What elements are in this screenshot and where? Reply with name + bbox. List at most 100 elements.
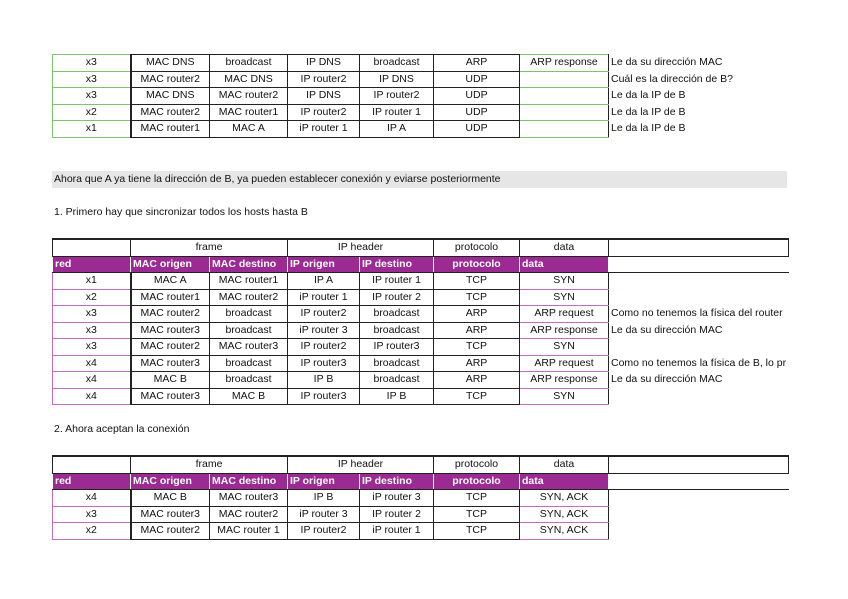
cell-mac-destino[interactable]: MAC router3	[209, 489, 288, 507]
blank-cell[interactable]	[608, 455, 789, 474]
cell-protocolo[interactable]: TCP	[433, 387, 520, 405]
cell-ip-destino[interactable]: broadcast	[359, 371, 434, 389]
cell-red[interactable]: x1	[52, 272, 132, 290]
cell-mac-origen[interactable]: MAC router1	[130, 288, 210, 306]
cell-ip-origen[interactable]: IP router2	[287, 103, 360, 121]
cell-data[interactable]: ARP response	[519, 321, 609, 339]
header-ip-destino[interactable]: IP destino	[359, 472, 434, 490]
cell-red[interactable]: x2	[52, 288, 132, 306]
cell-mac-destino[interactable]: broadcast	[209, 371, 288, 389]
header-mac-destino[interactable]: MAC destino	[209, 472, 288, 490]
cell-note[interactable]	[609, 273, 789, 290]
cell-mac-origen[interactable]: MAC router3	[130, 321, 210, 339]
cell-note[interactable]	[609, 506, 789, 523]
cell-protocolo[interactable]: UDP	[433, 70, 520, 88]
cell-data[interactable]: SYN, ACK	[519, 489, 609, 507]
cell-ip-destino[interactable]: IP B	[359, 387, 434, 405]
header-data[interactable]: data	[519, 255, 609, 273]
cell-mac-destino[interactable]: broadcast	[209, 305, 288, 323]
cell-red[interactable]: x3	[52, 305, 132, 323]
cell-mac-origen[interactable]: MAC router3	[130, 387, 210, 405]
cell-data[interactable]: ARP response	[519, 54, 609, 72]
cell-note[interactable]	[609, 388, 789, 405]
cell-mac-origen[interactable]: MAC DNS	[130, 87, 210, 105]
cell-ip-destino[interactable]: broadcast	[359, 321, 434, 339]
cell-red[interactable]: x3	[52, 87, 132, 105]
cell-mac-origen[interactable]: MAC router2	[130, 305, 210, 323]
cell-mac-origen[interactable]: MAC router2	[130, 338, 210, 356]
cell-ip-destino[interactable]: IP router 1	[359, 103, 434, 121]
cell-protocolo[interactable]: UDP	[433, 120, 520, 138]
cell-note[interactable]: Cuál es la dirección de B?	[611, 72, 733, 85]
header-red[interactable]: red	[52, 255, 131, 273]
cell-mac-destino[interactable]: broadcast	[209, 54, 288, 72]
cell-mac-destino[interactable]: MAC router 1	[209, 522, 288, 540]
cell-ip-destino[interactable]: IP router3	[359, 338, 434, 356]
blank-cell[interactable]	[608, 472, 789, 490]
cell-red[interactable]: x4	[52, 354, 132, 372]
cell-mac-destino[interactable]: MAC router1	[209, 272, 288, 290]
cell-red[interactable]: x3	[52, 54, 132, 72]
cell-ip-destino[interactable]: iP router 3	[359, 489, 434, 507]
cell-protocolo[interactable]: ARP	[433, 371, 520, 389]
header-ip-destino[interactable]: IP destino	[359, 255, 434, 273]
cell-mac-origen[interactable]: MAC router2	[130, 103, 210, 121]
cell-note[interactable]: Como no tenemos la física del router	[611, 307, 783, 320]
blank-cell[interactable]	[608, 255, 789, 273]
header-red[interactable]: red	[52, 472, 131, 490]
cell-ip-origen[interactable]: IP B	[287, 371, 360, 389]
header-ip-origen[interactable]: IP origen	[287, 255, 360, 273]
cell-protocolo[interactable]: UDP	[433, 87, 520, 105]
cell-data[interactable]: SYN, ACK	[519, 522, 609, 540]
cell-mac-destino[interactable]: MAC router2	[209, 87, 288, 105]
cell-red[interactable]: x4	[52, 371, 132, 389]
cell-red[interactable]: x3	[52, 321, 132, 339]
cell-mac-origen[interactable]: MAC B	[130, 489, 210, 507]
cell-ip-destino[interactable]: IP DNS	[359, 70, 434, 88]
cell-protocolo[interactable]: UDP	[433, 103, 520, 121]
cell-ip-origen[interactable]: iP router 3	[287, 505, 360, 523]
cell-mac-destino[interactable]: MAC router1	[209, 103, 288, 121]
cell-ip-origen[interactable]: IP B	[287, 489, 360, 507]
cell-data[interactable]: SYN	[519, 272, 609, 290]
group-ip-header[interactable]: IP header	[287, 455, 434, 474]
cell-red[interactable]: x4	[52, 489, 132, 507]
header-ip-origen[interactable]: IP origen	[287, 472, 360, 490]
cell-ip-origen[interactable]: IP router3	[287, 354, 360, 372]
cell-note[interactable]	[609, 490, 789, 507]
cell-ip-origen[interactable]: IP DNS	[287, 87, 360, 105]
cell-note[interactable]	[609, 289, 789, 306]
cell-note[interactable]: Le da la IP de B	[611, 122, 686, 135]
cell-red[interactable]: x2	[52, 522, 132, 540]
cell-ip-destino[interactable]: IP A	[359, 120, 434, 138]
blank-cell[interactable]	[608, 238, 789, 257]
cell-data[interactable]: ARP response	[519, 371, 609, 389]
cell-ip-destino[interactable]: broadcast	[359, 305, 434, 323]
cell-mac-destino[interactable]: MAC router3	[209, 338, 288, 356]
cell-data[interactable]: SYN, ACK	[519, 505, 609, 523]
cell-data[interactable]: ARP request	[519, 354, 609, 372]
cell-protocolo[interactable]: TCP	[433, 288, 520, 306]
cell-mac-destino[interactable]: MAC router2	[209, 288, 288, 306]
cell-mac-origen[interactable]: MAC A	[130, 272, 210, 290]
cell-red[interactable]: x2	[52, 103, 132, 121]
cell-protocolo[interactable]: ARP	[433, 305, 520, 323]
cell-mac-destino[interactable]: MAC B	[209, 387, 288, 405]
header-data[interactable]: data	[519, 472, 609, 490]
group-data[interactable]: data	[519, 455, 609, 474]
cell-ip-origen[interactable]: IP router2	[287, 338, 360, 356]
cell-note[interactable]: Le da la IP de B	[611, 105, 686, 118]
cell-note[interactable]: Le da la IP de B	[611, 89, 686, 102]
cell-data[interactable]	[519, 70, 609, 88]
cell-mac-destino[interactable]: MAC DNS	[209, 70, 288, 88]
cell-data[interactable]: ARP request	[519, 305, 609, 323]
cell-data[interactable]: SYN	[519, 387, 609, 405]
cell-protocolo[interactable]: TCP	[433, 272, 520, 290]
cell-mac-origen[interactable]: MAC router1	[130, 120, 210, 138]
cell-red[interactable]: x3	[52, 505, 132, 523]
cell-mac-origen[interactable]: MAC B	[130, 371, 210, 389]
cell-red[interactable]: x3	[52, 70, 132, 88]
cell-data[interactable]: SYN	[519, 338, 609, 356]
cell-mac-destino[interactable]: broadcast	[209, 321, 288, 339]
cell-data[interactable]	[519, 103, 609, 121]
